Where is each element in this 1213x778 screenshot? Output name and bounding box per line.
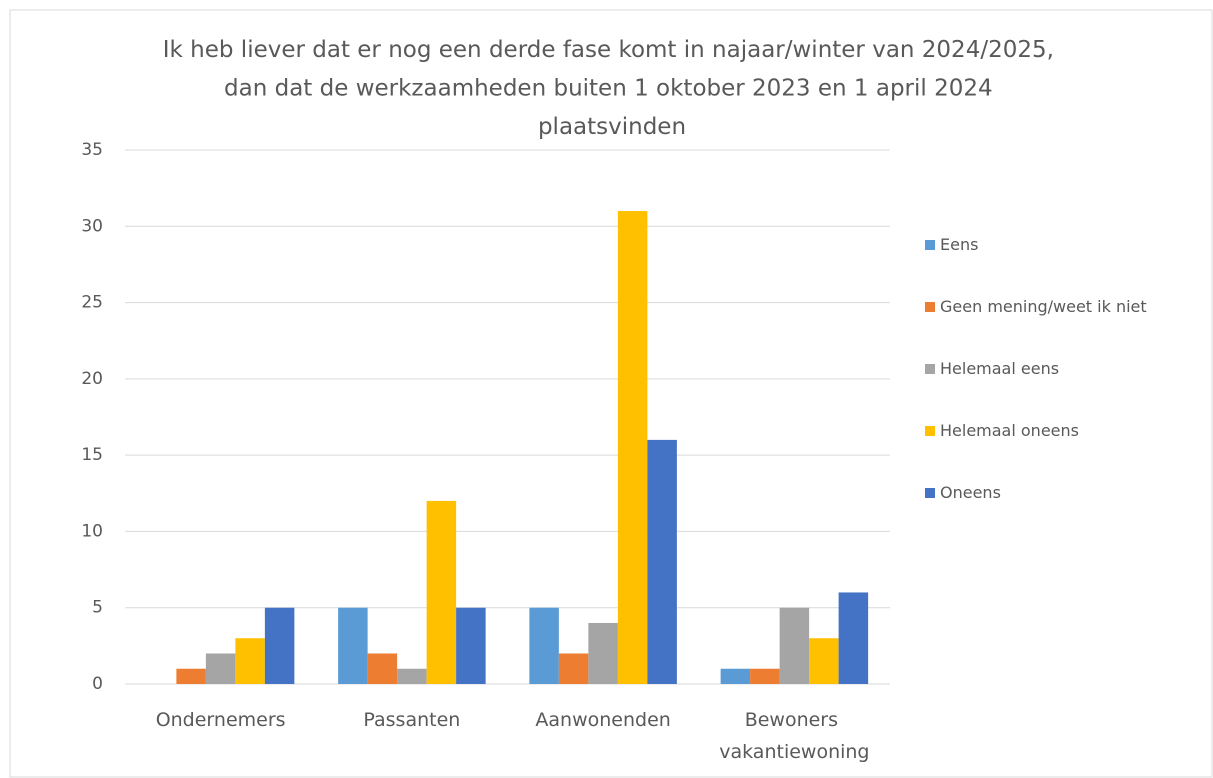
bar: [720, 668, 751, 684]
bar: [397, 668, 427, 684]
x-tick-label: Aanwonenden: [535, 709, 670, 731]
legend-swatch: [925, 426, 935, 436]
bar: [176, 668, 206, 684]
y-tick-label: 0: [92, 674, 103, 694]
bar: [456, 607, 486, 684]
x-tick-label: Bewoners vakantiewoning: [719, 709, 869, 763]
bar: [750, 668, 780, 684]
bar: [779, 607, 810, 684]
y-tick-label: 20: [81, 369, 103, 389]
y-tick-label: 25: [81, 293, 103, 313]
bar: [426, 500, 457, 684]
chart-title: Ik heb liever dat er nog een derde fase …: [163, 37, 1061, 140]
y-tick-label: 15: [81, 445, 103, 465]
legend-swatch: [925, 240, 935, 250]
legend-label: Geen mening/weet ik niet: [940, 297, 1147, 316]
legend-label: Oneens: [940, 483, 1001, 502]
y-tick-label: 10: [81, 521, 103, 541]
bar: [338, 607, 368, 684]
legend-label: Eens: [940, 235, 978, 254]
bar: [838, 592, 869, 684]
bar: [264, 607, 295, 684]
bar: [558, 653, 589, 684]
legend-label: Helemaal eens: [940, 359, 1059, 378]
y-tick-label: 30: [81, 216, 103, 236]
x-tick-label: Passanten: [363, 709, 460, 731]
legend-swatch: [925, 364, 935, 374]
legend-label: Helemaal oneens: [940, 421, 1079, 440]
y-tick-label: 35: [81, 140, 103, 160]
bar: [588, 622, 618, 684]
legend-swatch: [925, 488, 935, 498]
bar: [647, 439, 677, 684]
bar: [205, 653, 236, 684]
bar: [617, 211, 648, 684]
bar: [367, 653, 398, 684]
y-tick-label: 5: [92, 598, 103, 618]
legend-swatch: [925, 302, 935, 312]
bar: [235, 638, 265, 684]
x-tick-label: Ondernemers: [156, 709, 286, 731]
bar: [809, 638, 839, 684]
bar: [529, 607, 559, 684]
